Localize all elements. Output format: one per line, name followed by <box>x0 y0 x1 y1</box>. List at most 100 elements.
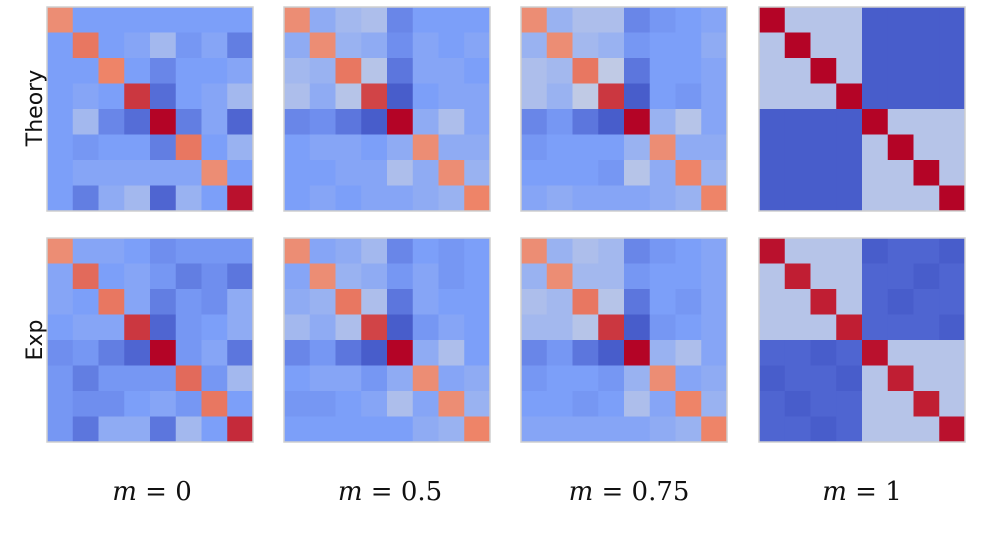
heatmap-cell <box>862 365 889 392</box>
heatmap-cell <box>939 185 966 212</box>
heatmap-cell <box>810 7 837 33</box>
heatmap-cell <box>72 289 99 315</box>
heatmap-cell <box>862 109 889 135</box>
heatmap-cell <box>150 160 177 186</box>
heatmap-cell <box>887 263 914 290</box>
heatmap-cell <box>284 340 311 366</box>
heatmap-cell <box>862 7 889 33</box>
heatmap-cell <box>361 109 388 135</box>
heatmap-cell <box>438 263 465 290</box>
heatmap-cell <box>335 134 362 161</box>
heatmap-cell <box>464 109 491 135</box>
heatmap-cell <box>72 134 99 161</box>
heatmap-cell <box>438 289 465 315</box>
heatmap-cell <box>572 32 599 59</box>
heatmap-cell <box>810 185 837 212</box>
heatmap-cell <box>47 185 74 212</box>
heatmap-cell <box>913 314 940 341</box>
heatmap-cell <box>624 263 651 290</box>
heatmap-cell <box>598 238 625 264</box>
heatmap-cell <box>124 391 151 417</box>
heatmap-cell <box>284 58 311 84</box>
heatmap-cell <box>810 340 837 366</box>
heatmap-cell <box>227 109 254 135</box>
heatmap-cell <box>227 263 254 290</box>
heatmap-cell <box>939 83 966 110</box>
heatmap-cell <box>124 314 151 341</box>
heatmap-cell <box>124 365 151 392</box>
heatmap-cell <box>887 238 914 264</box>
heatmap-cell <box>701 7 728 33</box>
heatmap-cell <box>810 58 837 84</box>
heatmap-cell <box>309 58 336 84</box>
heatmap-cell <box>201 83 228 110</box>
heatmap-cell <box>227 391 254 417</box>
heatmap-cell <box>201 238 228 264</box>
heatmap-cell <box>784 7 811 33</box>
heatmap-cell <box>387 263 414 290</box>
heatmap-cell <box>836 314 863 341</box>
heatmap-cell <box>412 416 439 443</box>
heatmap-cell <box>887 365 914 392</box>
heatmap-cell <box>546 7 573 33</box>
heatmap-cell <box>412 238 439 264</box>
heatmap-cell <box>72 185 99 212</box>
heatmap-cell <box>361 391 388 417</box>
heatmap-cell <box>759 58 786 84</box>
heatmap-cell <box>98 289 125 315</box>
heatmap-cell <box>810 365 837 392</box>
heatmap-cell <box>335 289 362 315</box>
heatmap-cell <box>201 340 228 366</box>
heatmap-cell <box>150 263 177 290</box>
heatmap-cell <box>546 365 573 392</box>
heatmap-cell <box>284 109 311 135</box>
heatmap-cell <box>862 160 889 186</box>
heatmap-cell <box>521 416 548 443</box>
heatmap-cell <box>598 134 625 161</box>
heatmap-cell <box>387 83 414 110</box>
heatmap-cell <box>227 7 254 33</box>
heatmap-cell <box>784 134 811 161</box>
heatmap-cell <box>309 238 336 264</box>
heatmap-cell <box>836 160 863 186</box>
panel-frame <box>46 6 254 212</box>
heatmap-cell <box>784 109 811 135</box>
heatmap-cell <box>227 32 254 59</box>
heatmap-cell <box>675 416 702 443</box>
heatmap-cell <box>124 160 151 186</box>
heatmap-cell <box>701 263 728 290</box>
heatmap-cell <box>309 263 336 290</box>
heatmap-cell <box>701 83 728 110</box>
heatmap-cell <box>862 416 889 443</box>
heatmap-cell <box>546 58 573 84</box>
heatmap-cell <box>284 263 311 290</box>
heatmap-cell <box>862 391 889 417</box>
heatmap-cell <box>227 289 254 315</box>
heatmap-cell <box>201 416 228 443</box>
heatmap-cell <box>175 365 202 392</box>
heatmap-cell <box>387 134 414 161</box>
heatmap-cell <box>939 134 966 161</box>
heatmap-cell <box>649 416 676 443</box>
heatmap-cell <box>939 416 966 443</box>
heatmap-cell <box>464 238 491 264</box>
heatmap-cell <box>438 340 465 366</box>
heatmap-cell <box>598 185 625 212</box>
heatmap-cell <box>521 109 548 135</box>
heatmap-cell <box>675 365 702 392</box>
heatmap-cell <box>227 83 254 110</box>
heatmap-cell <box>98 314 125 341</box>
heatmap-cell <box>47 391 74 417</box>
heatmap-cell <box>521 238 548 264</box>
heatmap-cell <box>887 109 914 135</box>
heatmap-cell <box>387 238 414 264</box>
heatmap-cell <box>887 58 914 84</box>
heatmap-cell <box>227 185 254 212</box>
heatmap-cell <box>598 83 625 110</box>
heatmap-cell <box>701 109 728 135</box>
heatmap-cell <box>649 365 676 392</box>
heatmap-cell <box>810 134 837 161</box>
heatmap-cell <box>309 7 336 33</box>
heatmap-cell <box>862 134 889 161</box>
heatmap-cell <box>72 109 99 135</box>
